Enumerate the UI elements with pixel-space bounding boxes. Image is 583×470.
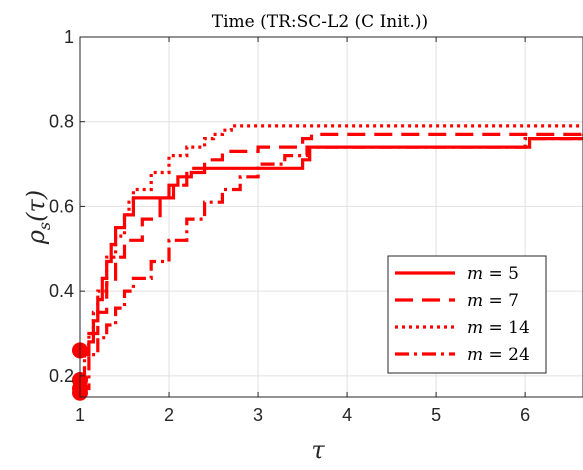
- y-axis-label-sub: s: [35, 222, 54, 230]
- x-tick-label: 3: [253, 405, 263, 425]
- series-line-5: [80, 137, 583, 352]
- series-line-7: [80, 132, 583, 382]
- legend-label: m = 24: [467, 345, 530, 365]
- x-tick-label: 5: [431, 405, 441, 425]
- legend-label: m = 14: [467, 318, 530, 338]
- y-tick-label: 0.4: [49, 281, 74, 301]
- y-tick-label: 1: [64, 27, 74, 47]
- y-axis-label-arg: (τ): [22, 190, 50, 222]
- legend-label: m = 5: [467, 264, 519, 284]
- legend: m = 5 m = 7 m = 14 m = 24: [387, 255, 547, 374]
- y-tick-label: 0.2: [49, 366, 74, 386]
- y-axis-label-main: ρ: [22, 230, 50, 245]
- x-tick-label: 2: [164, 405, 174, 425]
- x-axis-ticks: 1 2 3 4 5 6: [75, 37, 530, 425]
- y-tick-label: 0.8: [49, 112, 74, 132]
- x-axis-label: τ: [311, 436, 325, 464]
- plot-frame: [79, 36, 583, 398]
- y-axis-ticks: 0.2 0.4 0.6 0.8 1: [49, 27, 85, 386]
- chart-title: Time (TR:SC-L2 (C Init.)): [212, 12, 428, 32]
- x-tick-label: 6: [520, 405, 530, 425]
- legend-label: m = 7: [467, 291, 519, 311]
- y-axis-label: ρs(τ): [22, 190, 54, 245]
- series-line-24: [80, 134, 583, 391]
- y-tick-label: 0.6: [49, 196, 74, 216]
- series-layer: [80, 124, 583, 395]
- x-tick-label: 4: [342, 405, 352, 425]
- x-tick-label: 1: [75, 405, 85, 425]
